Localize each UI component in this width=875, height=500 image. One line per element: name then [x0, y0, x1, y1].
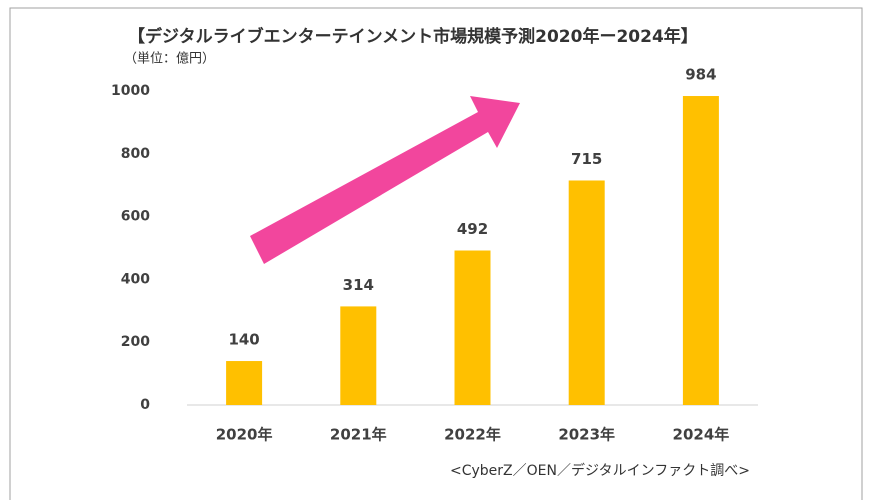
y-tick-label: 800 — [121, 146, 150, 162]
bar — [568, 180, 605, 405]
chart-title: 【デジタルライブエンターテインメント市場規模予測2020年ー2024年】 — [128, 26, 698, 47]
bar — [340, 306, 377, 405]
plot-area: 0 200 400 600 800 1000 2020年 140 2021年 314 2022年 49… — [111, 66, 758, 444]
data-label: 984 — [685, 66, 716, 84]
data-label: 314 — [343, 276, 374, 294]
x-tick-label: 2020年 — [216, 426, 273, 444]
data-label: 492 — [457, 220, 488, 238]
x-tick-label: 2024年 — [673, 426, 730, 444]
source-note: <CyberZ／OEN／デジタルインファクト調べ> — [450, 462, 750, 479]
bar — [454, 250, 491, 405]
y-tick-label: 0 — [140, 397, 150, 413]
x-tick-label: 2022年 — [444, 426, 501, 444]
chart-subtitle: （単位：億円） — [124, 51, 215, 67]
y-tick-label: 1000 — [111, 83, 150, 99]
y-tick-label: 600 — [121, 209, 150, 225]
y-tick-label: 400 — [121, 271, 150, 287]
data-label: 140 — [228, 331, 259, 349]
data-label: 715 — [571, 150, 602, 168]
y-tick-label: 200 — [121, 334, 150, 350]
bar — [226, 361, 263, 405]
trend-arrow — [250, 96, 520, 264]
frame — [9, 7, 863, 500]
x-tick-label: 2023年 — [558, 426, 615, 444]
bar — [682, 96, 719, 406]
x-tick-label: 2021年 — [330, 426, 387, 444]
